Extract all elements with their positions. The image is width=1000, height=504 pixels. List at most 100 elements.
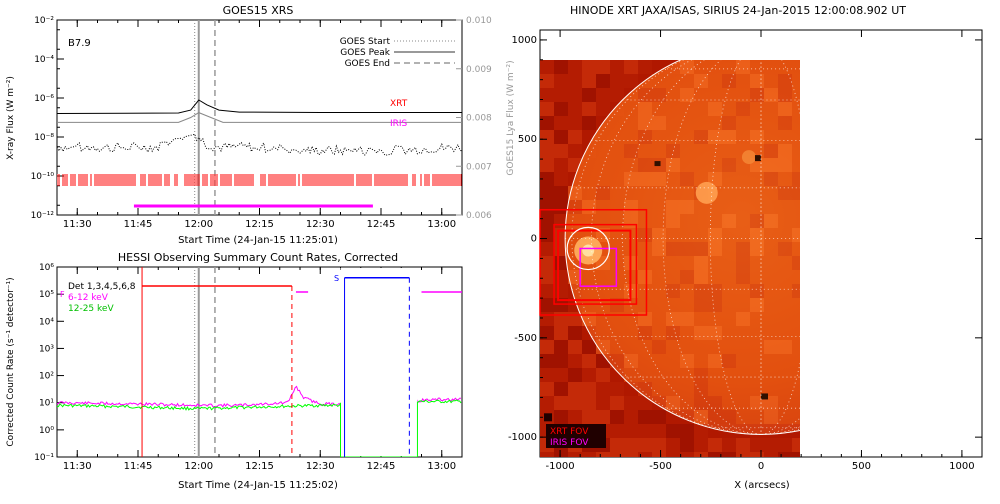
dark-pixel-patch bbox=[654, 161, 661, 167]
dark-pixel-patch bbox=[754, 155, 761, 162]
disk-texture-block bbox=[764, 312, 778, 326]
off-limb-texture-block bbox=[680, 424, 694, 438]
hessi-y-tick-label: 10⁵ bbox=[39, 290, 54, 300]
disk-texture-block bbox=[582, 158, 596, 172]
off-limb-texture-block bbox=[568, 116, 582, 130]
hessi-x-axis-label: Start Time (24-Jan-15 11:25:02) bbox=[178, 480, 338, 491]
off-limb-texture-block bbox=[764, 438, 778, 452]
off-limb-texture-block bbox=[554, 186, 568, 200]
disk-texture-block bbox=[680, 200, 694, 214]
disk-texture-block bbox=[722, 368, 736, 382]
hessi-legend-det: Det 1,3,4,5,6,8 bbox=[68, 282, 136, 292]
goes-legend-end: GOES End bbox=[345, 59, 390, 69]
off-limb-texture-block bbox=[540, 312, 554, 326]
disk-texture-block bbox=[638, 298, 652, 312]
disk-texture-block bbox=[708, 354, 722, 368]
goes-y-tick-label: 10⁻² bbox=[34, 16, 54, 26]
disk-texture-block bbox=[792, 116, 800, 130]
disk-texture-block bbox=[694, 102, 708, 116]
disk-texture-block bbox=[750, 298, 764, 312]
disk-texture-block bbox=[680, 74, 694, 88]
disk-texture-block bbox=[582, 214, 596, 228]
disk-texture-block bbox=[666, 382, 680, 396]
disk-texture-block bbox=[708, 144, 722, 158]
off-limb-texture-block bbox=[554, 74, 568, 88]
disk-texture-block bbox=[736, 74, 750, 88]
off-limb-texture-block bbox=[694, 424, 708, 438]
xrt-x-tick-label: -500 bbox=[649, 461, 672, 472]
disk-texture-block bbox=[582, 284, 596, 298]
disk-texture-block bbox=[638, 88, 652, 102]
disk-texture-block bbox=[694, 144, 708, 158]
disk-texture-block bbox=[750, 172, 764, 186]
disk-texture-block bbox=[764, 158, 778, 172]
disk-texture-block bbox=[778, 340, 792, 354]
xrt-x-tick-label: 500 bbox=[852, 461, 871, 472]
xrt-y-tick-label: 500 bbox=[518, 134, 537, 145]
disk-texture-block bbox=[652, 228, 666, 242]
disk-texture-block bbox=[750, 256, 764, 270]
goes-short-channel-line bbox=[57, 133, 462, 156]
xrt-fov-legend-xrt: XRT FOV bbox=[550, 427, 589, 437]
off-limb-texture-block bbox=[582, 116, 596, 130]
off-limb-texture-block bbox=[638, 452, 652, 457]
solar-limb bbox=[564, 60, 800, 435]
disk-texture-block bbox=[708, 200, 722, 214]
disk-texture-block bbox=[792, 172, 800, 186]
disk-texture-block bbox=[722, 144, 736, 158]
off-limb-texture-block bbox=[666, 438, 680, 452]
disk-texture-block bbox=[764, 298, 778, 312]
disk-texture-block bbox=[666, 228, 680, 242]
disk-texture-block bbox=[764, 74, 778, 88]
disk-texture-block bbox=[736, 214, 750, 228]
off-limb-texture-block bbox=[540, 158, 554, 172]
off-limb-texture-block bbox=[568, 60, 582, 74]
off-limb-texture-block bbox=[540, 186, 554, 200]
disk-texture-block bbox=[792, 354, 800, 368]
disk-texture-block bbox=[736, 60, 750, 74]
hessi-data-gap bbox=[340, 268, 418, 456]
goes-y-tick-label: 10⁻⁶ bbox=[34, 94, 54, 104]
disk-texture-block bbox=[736, 116, 750, 130]
off-limb-texture-block bbox=[610, 452, 624, 457]
disk-texture-block bbox=[610, 186, 624, 200]
disk-texture-block bbox=[736, 172, 750, 186]
disk-texture-block bbox=[708, 396, 722, 410]
off-limb-texture-block bbox=[778, 438, 792, 452]
disk-texture-block bbox=[764, 382, 778, 396]
off-limb-texture-block bbox=[554, 368, 568, 382]
disk-texture-block bbox=[708, 172, 722, 186]
off-limb-texture-block bbox=[554, 172, 568, 186]
xrt-overlays bbox=[539, 208, 648, 316]
goes-y2-tick-label: 0.009 bbox=[466, 65, 492, 75]
disk-texture-block bbox=[778, 270, 792, 284]
off-limb-texture-block bbox=[750, 452, 764, 457]
disk-texture-block bbox=[610, 130, 624, 144]
disk-texture-block bbox=[778, 200, 792, 214]
disk-texture-block bbox=[624, 102, 638, 116]
disk-texture-block bbox=[666, 186, 680, 200]
disk-texture-block bbox=[666, 256, 680, 270]
disk-texture-block bbox=[764, 130, 778, 144]
hessi-x-tick-label: 11:30 bbox=[63, 461, 92, 472]
goes-y-tick-label: 10⁻⁴ bbox=[34, 55, 54, 65]
disk-texture-block bbox=[666, 270, 680, 284]
disk-texture-block bbox=[722, 172, 736, 186]
off-limb-texture-block bbox=[540, 354, 554, 368]
disk-texture-block bbox=[792, 242, 800, 256]
disk-texture-block bbox=[750, 354, 764, 368]
flare-event-circle bbox=[566, 226, 610, 271]
goes-legend-peak: GOES Peak bbox=[340, 48, 390, 58]
disk-texture-block bbox=[652, 284, 666, 298]
disk-texture-block bbox=[722, 340, 736, 354]
disk-texture-block bbox=[666, 354, 680, 368]
off-limb-texture-block bbox=[540, 452, 554, 457]
disk-texture-block bbox=[778, 312, 792, 326]
disk-texture-block bbox=[778, 298, 792, 312]
off-limb-texture-block bbox=[582, 74, 596, 88]
disk-texture-block bbox=[736, 298, 750, 312]
off-limb-texture-block bbox=[610, 88, 624, 102]
disk-texture-block bbox=[722, 326, 736, 340]
disk-texture-block bbox=[722, 298, 736, 312]
disk-texture-block bbox=[652, 270, 666, 284]
